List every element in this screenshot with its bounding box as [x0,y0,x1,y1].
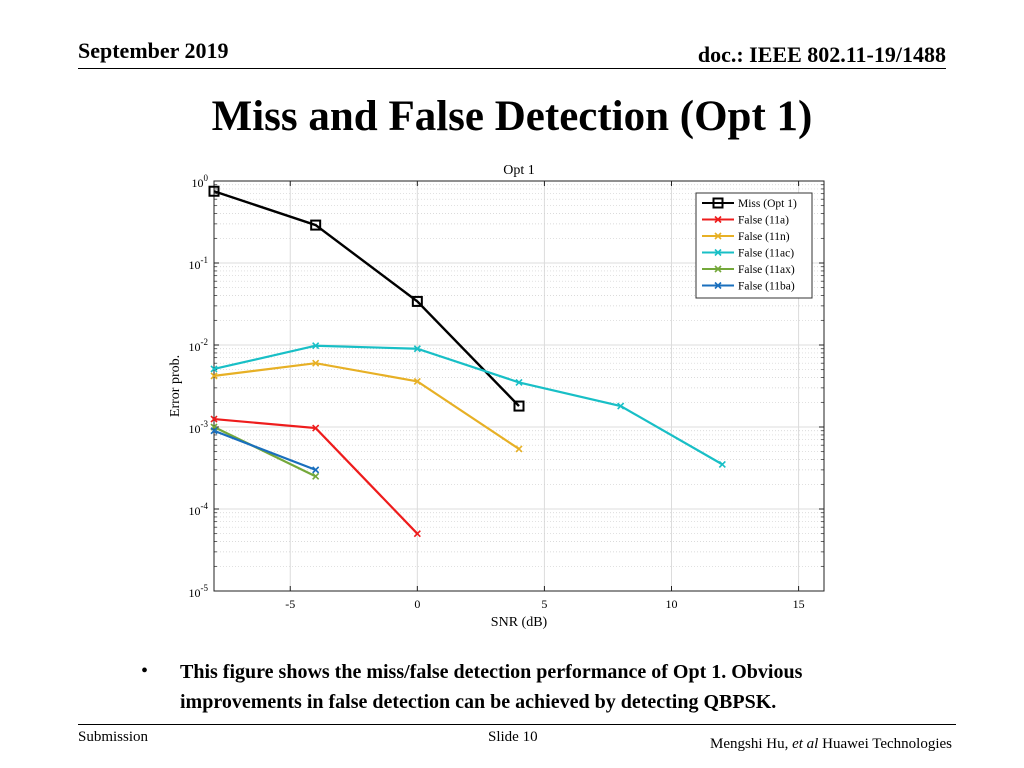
data-point-x [312,424,320,432]
chart-legend: Miss (Opt 1) False (11a) False (11n) False … [695,192,813,299]
series-line [213,362,520,450]
data-point-x [413,345,421,353]
footer-author: Mengshi Hu, et al Huawei Technologies [710,736,952,753]
x-tick-label: 0 [414,597,420,611]
header-date: September 2019 [78,38,229,63]
legend-label: False (11ac) [738,248,794,260]
data-point-square [310,219,322,231]
legend-label: Miss (Opt 1) [738,198,797,210]
y-tick-label: 10-5 [189,583,209,600]
y-tick-label: 10-1 [189,255,209,272]
data-point-x [210,372,218,380]
footer-slide-number: Slide 10 [488,729,538,745]
legend-label: False (11ba) [738,281,795,293]
data-point-x [714,248,722,257]
data-point-x [210,365,218,373]
legend-box [695,192,813,299]
footer-etal: et al [792,736,819,752]
header-divider [78,68,946,69]
axis-ticks: -5 0 5 10 15 100 10-1 10-2 10-3 10-4 10-5 [189,173,824,611]
series-1 [210,415,421,538]
x-tick-label: 10 [666,597,678,611]
data-point-x [718,460,726,468]
data-point-x [714,281,722,290]
y-tick-label: 10-4 [189,501,209,518]
y-axis-label: Error prob. [168,355,183,417]
data-point-x [413,530,421,538]
legend-label: False (11a) [738,215,789,227]
x-tick-label: 15 [793,597,805,611]
data-point-x [210,427,218,435]
series-4 [210,423,320,480]
bullet-icon: • [141,660,149,682]
data-point-x [714,232,722,240]
y-tick-label: 100 [192,173,209,190]
footer-organization: Huawei Technologies [822,736,952,752]
line-chart: -5 0 5 10 15 100 10-1 10-2 10-3 10-4 10-5 Opt 1 SN… [168,163,825,630]
data-point-x [210,415,218,423]
series-line [213,426,317,478]
bullet-text: This figure shows the miss/false detecti… [180,661,803,713]
y-tick-label: 10-2 [189,337,209,354]
x-tick-label: 5 [541,597,547,611]
legend-label: False (11n) [738,231,790,243]
data-point-x [515,378,523,386]
footer-author-name: Mengshi Hu, [710,736,789,752]
series-line [213,344,723,466]
y-tick-label: 10-3 [189,419,209,436]
data-point-x [312,342,320,350]
chart-series [208,185,726,538]
data-point-square [411,295,423,307]
data-point-x [312,472,320,480]
data-point-x [515,445,523,453]
x-axis-label: SNR (dB) [491,615,548,630]
data-point-x [714,265,722,273]
data-point-x [617,402,625,410]
series-0 [208,185,525,412]
header-doc-number: doc.: IEEE 802.11-19/1488 [697,42,946,67]
x-tick-label: -5 [285,597,295,611]
data-point-square [513,400,525,412]
legend-label: False (11ax) [738,264,795,276]
series-line [213,429,317,471]
data-point-x [413,377,421,385]
series-5 [210,427,320,474]
chart-title: Opt 1 [503,163,535,178]
slide-title: Miss and False Detection (Opt 1) [211,93,813,140]
series-3 [210,342,726,468]
data-point-square [208,185,220,197]
footer-divider [78,724,956,725]
series-line [213,190,520,407]
footer-submission: Submission [78,729,149,745]
series-2 [210,359,523,453]
data-point-x [714,215,722,224]
data-point-x [312,359,320,367]
data-point-square [712,197,724,209]
data-point-x [312,466,320,474]
plot-frame [213,180,825,592]
